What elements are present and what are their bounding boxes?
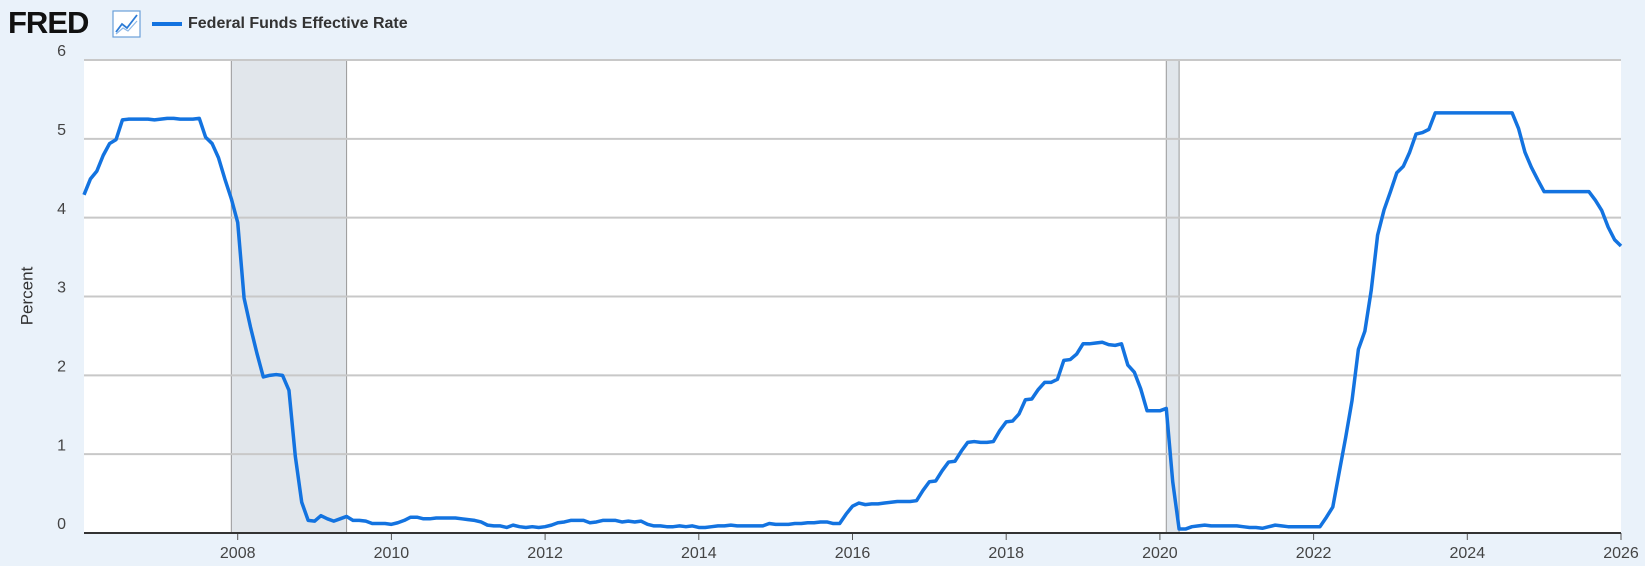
y-tick-label: 0 (57, 516, 66, 533)
x-tick-label: 2010 (374, 545, 410, 562)
y-tick-label: 6 (57, 43, 66, 60)
y-axis-label: Percent (17, 266, 36, 325)
series-line (82, 111, 1623, 531)
x-tick-label: 2016 (835, 545, 871, 562)
x-tick-label: 2014 (681, 545, 717, 562)
x-tick-label: 2026 (1603, 545, 1639, 562)
x-tick-label: 2020 (1142, 545, 1178, 562)
x-tick-label: 2008 (220, 545, 256, 562)
y-tick-label: 1 (57, 437, 66, 454)
x-tick-label: 2012 (527, 545, 563, 562)
y-tick-label: 5 (57, 122, 66, 139)
y-tick-label: 4 (57, 201, 66, 218)
chart-icon (112, 10, 141, 38)
x-tick-label: 2022 (1296, 545, 1332, 562)
legend-label: Federal Funds Effective Rate (188, 15, 408, 32)
logo: FRED (8, 5, 89, 40)
y-tick-label: 3 (57, 280, 66, 297)
x-tick-label: 2018 (988, 545, 1024, 562)
y-tick-label: 2 (57, 359, 66, 376)
x-tick-label: 2024 (1450, 545, 1486, 562)
